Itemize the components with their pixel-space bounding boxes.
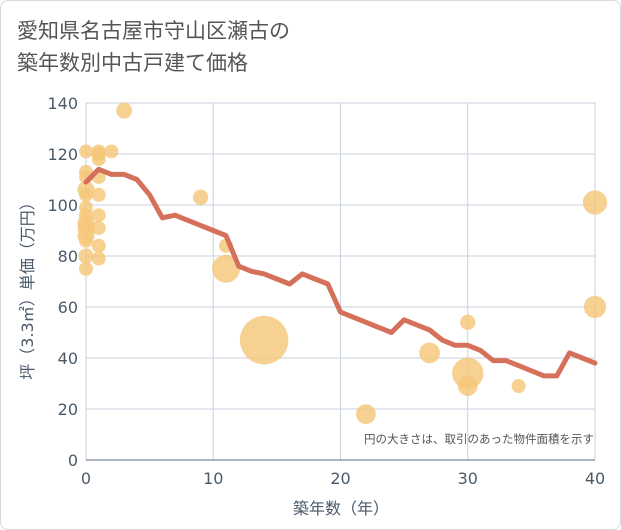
x-tick-label: 30 <box>458 469 478 488</box>
bubble-point <box>582 190 608 215</box>
y-tick-label: 120 <box>47 145 78 164</box>
bubble-point <box>239 315 289 365</box>
bubble-point <box>460 314 476 330</box>
chart-title-line-1: 愛知県名古屋市守山区瀬古の <box>17 19 290 43</box>
y-tick-label: 140 <box>47 94 78 113</box>
bubble-point <box>91 187 106 202</box>
x-tick-label: 10 <box>203 469 223 488</box>
axes: 0 10 20 30 40 0 20 40 60 80 100 120 140 <box>47 94 605 488</box>
x-tick-label: 20 <box>330 469 350 488</box>
y-tick-label: 40 <box>58 349 78 368</box>
bubble-point <box>583 295 607 319</box>
bubble-point <box>104 144 119 159</box>
average-line-series <box>83 166 598 379</box>
y-tick-label: 20 <box>58 400 78 419</box>
bubble-series <box>77 102 608 424</box>
grid-lines <box>85 102 596 461</box>
y-tick-label: 80 <box>58 247 78 266</box>
bubble-point <box>79 261 93 276</box>
bubble-point <box>79 233 93 248</box>
bubble-point <box>91 208 106 223</box>
y-tick-label: 100 <box>47 196 78 215</box>
bubble-point <box>79 144 93 159</box>
average-price-line <box>83 166 598 379</box>
bubble-point <box>511 379 526 394</box>
x-axis-label: 築年数（年） <box>293 499 389 518</box>
bubble-point <box>91 152 106 167</box>
bubble-point <box>91 238 106 253</box>
bubble-point <box>78 248 94 264</box>
x-tick-label: 0 <box>81 469 91 488</box>
bubble-point <box>79 187 93 202</box>
bubble-point <box>116 102 133 119</box>
bubble-point <box>91 251 106 266</box>
bubble-point <box>91 220 106 235</box>
chart-title: 愛知県名古屋市守山区瀬古の 築年数別中古戸建て価格 <box>17 15 290 79</box>
bubble-point <box>192 189 209 206</box>
y-axis-label: 坪（3.3㎡）単価（万円） <box>18 194 37 379</box>
bubble-point <box>356 404 376 424</box>
bubble-point <box>457 376 478 396</box>
y-tick-label: 60 <box>58 298 78 317</box>
chart-title-line-2: 築年数別中古戸建て価格 <box>17 51 248 75</box>
bubble-point <box>211 254 240 283</box>
x-tick-label: 40 <box>585 469 605 488</box>
y-tick-label: 0 <box>68 451 78 470</box>
chart-annotation: 円の大きさは、取引のあった物件面積を示す <box>364 432 594 446</box>
bubble-point <box>419 342 440 364</box>
